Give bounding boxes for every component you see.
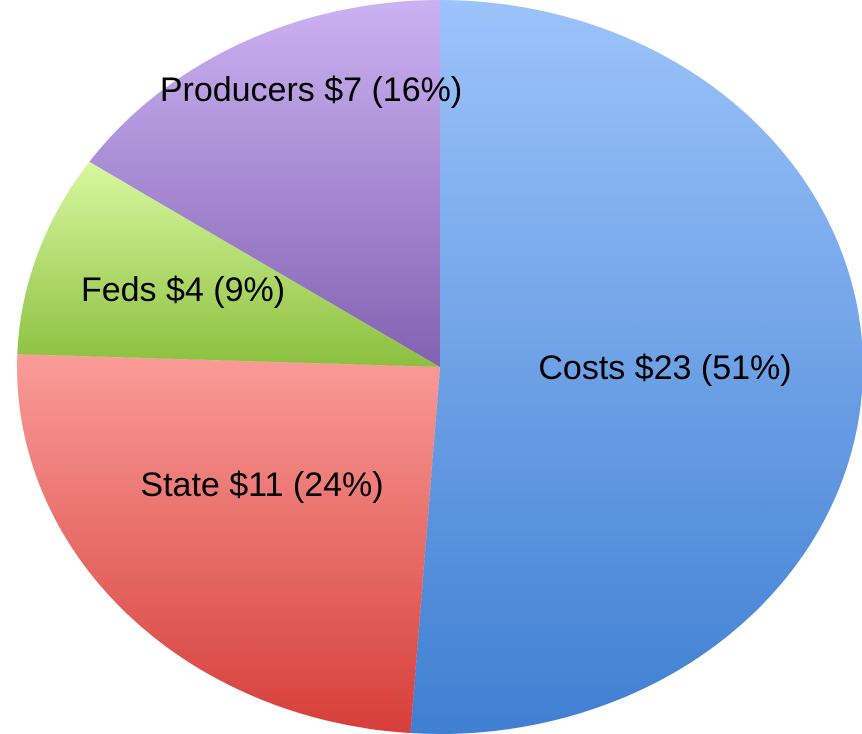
pie-slice [410,0,862,734]
slice-label: Costs $23 (51%) [538,349,791,387]
pie-slice [17,354,441,734]
slice-label: State $11 (24%) [140,466,383,504]
pie-slice [17,161,440,367]
slice-label: Producers $7 (16%) [160,71,462,109]
slice-label: Feds $4 (9%) [81,271,285,309]
pie-slice [89,0,440,367]
